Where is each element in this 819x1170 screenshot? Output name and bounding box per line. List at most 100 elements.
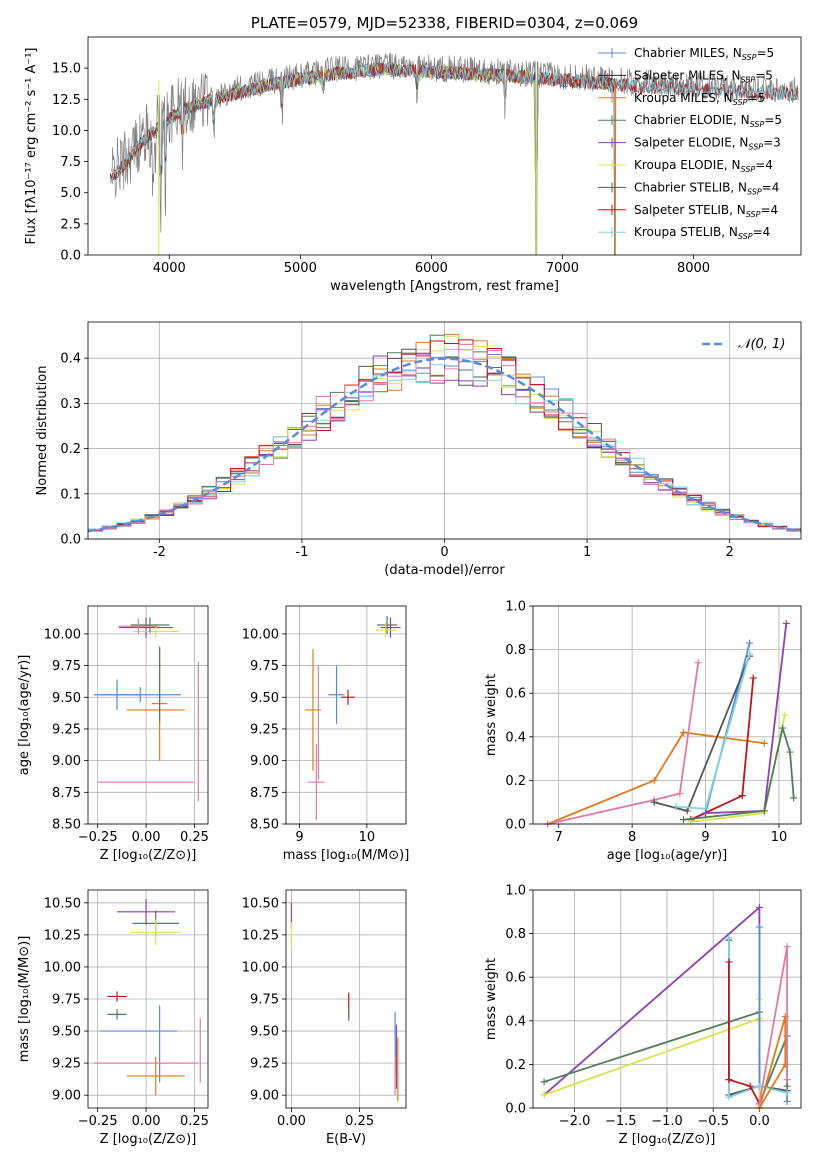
x-tick-label: −1.0	[651, 1114, 683, 1129]
y-tick-label: 5.0	[60, 186, 81, 201]
weight-line	[728, 938, 788, 1099]
mass_vs_ebv-points	[290, 902, 399, 1102]
plus-marker	[783, 1089, 791, 1097]
plus-marker	[746, 1082, 754, 1090]
y-tick-label: 9.50	[52, 1025, 81, 1040]
legend-entry: Salpeter MILES, NSSP=5	[634, 68, 773, 84]
y-tick-label: 8.75	[250, 786, 279, 801]
y-tick-label: 10.50	[44, 896, 81, 911]
y-tick-label: 9.00	[250, 754, 279, 769]
y-tick-label: 9.25	[52, 722, 81, 737]
plus-marker	[680, 816, 688, 824]
x-tick-label: 9	[295, 830, 303, 845]
plus-marker	[755, 923, 763, 931]
legend-entry: Chabrier MILES, NSSP=5	[634, 46, 774, 62]
age_vs_mass-points	[304, 616, 401, 821]
weight-line	[728, 961, 761, 1105]
y-tick-label: 0.2	[505, 774, 526, 789]
legend-entry: Chabrier ELODIE, NSSP=5	[634, 113, 782, 129]
x-tick-label: 0.00	[132, 830, 161, 845]
x-tick-label: −0.5	[697, 1114, 729, 1129]
age_vs_z-frame	[87, 605, 209, 825]
y-tick-label: 0.6	[505, 687, 526, 702]
x-tick-label: 10	[359, 830, 376, 845]
plus-marker	[760, 807, 768, 815]
x-tick-label: 0.25	[180, 1114, 209, 1129]
histogram-step	[88, 344, 801, 533]
x-tick-label: 0	[440, 545, 448, 560]
age_vs_mass-xlabel: mass [log₁₀(M/M⊙)]	[283, 848, 410, 863]
plus-marker	[755, 903, 763, 911]
y-tick-label: 0.6	[505, 971, 526, 986]
y-tick-label: 10.0	[52, 124, 81, 139]
weight_vs_z-xlabel: Z [log₁₀(Z/Z⊙)]	[619, 1132, 716, 1147]
plus-marker	[650, 798, 658, 806]
mass_vs_z-points	[93, 898, 201, 1096]
x-tick-label: 9	[701, 830, 709, 845]
y-tick-label: 1.0	[505, 884, 526, 899]
y-tick-label: 9.50	[52, 691, 81, 706]
age_vs_mass-axes: 9 10 8.50 8.75 9.00 9.25 9.50 9.75 10.00	[242, 606, 406, 845]
normal-curve	[88, 357, 801, 533]
legend-entry: Chabrier STELIB, NSSP=4	[634, 180, 779, 196]
model-spectrum	[109, 61, 799, 184]
x-tick-label: −0.25	[78, 830, 118, 845]
model-spectrum	[109, 62, 799, 181]
plus-marker	[725, 934, 733, 942]
y-tick-label: 10.00	[242, 960, 279, 975]
x-tick-label: 7	[555, 830, 563, 845]
y-tick-label: 0.0	[60, 533, 81, 548]
plus-marker	[755, 1100, 763, 1108]
y-tick-label: 9.75	[52, 993, 81, 1008]
legend-entry: Kroupa STELIB, NSSP=4	[634, 225, 770, 241]
x-tick-label: 7000	[546, 261, 579, 276]
weight-line	[705, 623, 788, 814]
y-tick-label: 9.50	[250, 1025, 279, 1040]
y-tick-label: 8.50	[52, 818, 81, 833]
y-tick-label: 7.5	[60, 155, 81, 170]
y-tick-label: 0.4	[60, 352, 81, 367]
y-tick-label: 9.25	[250, 722, 279, 737]
plus-marker	[749, 674, 757, 682]
plus-marker	[650, 776, 658, 784]
spectrum-lines	[109, 52, 799, 255]
plus-marker	[725, 1076, 733, 1084]
legend-entry: Kroupa MILES, NSSP=5	[634, 91, 765, 107]
y-tick-label: 9.25	[52, 1057, 81, 1072]
plus-marker	[783, 1076, 791, 1084]
y-tick-label: 8.75	[52, 786, 81, 801]
plus-marker	[746, 639, 754, 647]
y-tick-label: 9.00	[250, 1089, 279, 1104]
mass_vs_z-axes: −0.25 0.00 0.25 9.00 9.25 9.50 9.75 10.00 10.25 1…	[44, 890, 209, 1129]
x-tick-label: -2	[153, 545, 166, 560]
y-tick-label: 10.50	[242, 896, 279, 911]
age_vs_z-ylabel: age [log₁₀(age/yr)]	[17, 655, 32, 776]
spectrum-legend: Chabrier MILES, NSSP=5 Salpeter MILES, NS…	[598, 46, 782, 241]
plus-marker	[746, 650, 754, 658]
y-tick-label: 9.25	[250, 1057, 279, 1072]
mass_vs_z-frame	[87, 889, 209, 1109]
weight-line	[653, 655, 751, 812]
weight-line	[543, 905, 761, 1104]
x-tick-label: 2	[726, 545, 734, 560]
x-tick-label: 8000	[677, 261, 710, 276]
spectrum-frame	[87, 36, 802, 256]
residuals-ylabel: Normed distribution	[35, 366, 50, 496]
x-tick-label: 0.00	[132, 1114, 161, 1129]
legend-entry: Salpeter STELIB, NSSP=4	[634, 203, 778, 219]
plus-marker	[783, 1097, 791, 1105]
spectrum-axes: 4000 5000 6000 7000 8000 0.0 2.5 5.0 7.5 10.0 12.5…	[52, 62, 710, 276]
y-tick-label: 9.75	[52, 659, 81, 674]
plus-marker	[786, 748, 794, 756]
weight-line	[758, 1016, 787, 1109]
y-tick-label: 10.00	[44, 960, 81, 975]
y-tick-label: 0.8	[505, 643, 526, 658]
residuals-frame	[87, 321, 802, 540]
y-tick-label: 0.2	[60, 442, 81, 457]
x-tick-label: 8	[628, 830, 636, 845]
y-tick-label: 0.3	[60, 397, 81, 412]
x-tick-label: 5000	[284, 261, 317, 276]
plus-marker	[779, 724, 787, 732]
spectrum-ylabel: Flux [fλ10⁻¹⁷ erg cm⁻² s⁻¹ A⁻¹]	[24, 48, 39, 245]
